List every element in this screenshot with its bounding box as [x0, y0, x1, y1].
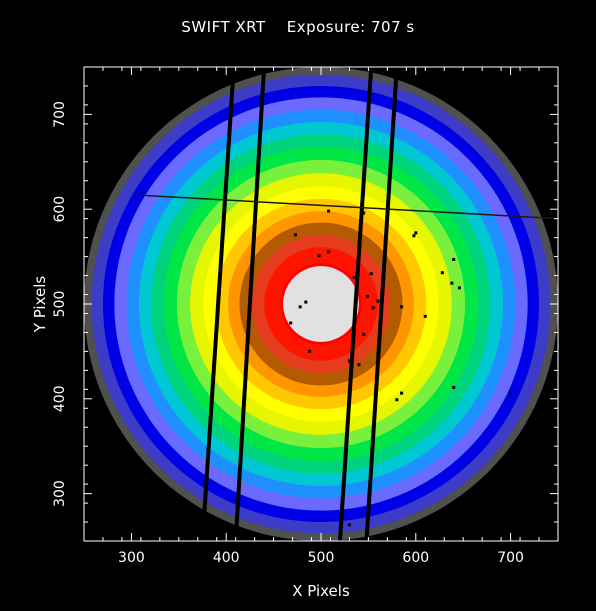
hot-pixel-1 [327, 209, 331, 213]
hot-pixel-9 [376, 299, 380, 303]
hot-pixel-21 [400, 305, 404, 309]
hot-pixel-22 [423, 314, 427, 318]
axis-ticks: 300 400 500 600 700 300 400 500 600 700 [52, 66, 559, 566]
hot-pixel-3 [327, 250, 331, 254]
hot-pixel-4 [317, 254, 321, 258]
y-tick-label-400: 400 [52, 385, 68, 412]
x-tick-label-700: 700 [497, 550, 524, 566]
hot-pixel-17 [440, 271, 444, 275]
y-tick-label-300: 300 [52, 480, 68, 507]
hot-pixel-28 [414, 231, 418, 235]
hot-pixel-29 [509, 392, 513, 396]
bad-column-2 [337, 67, 374, 541]
y-tick-label-600: 600 [52, 196, 68, 223]
hot-pixel-24 [395, 398, 399, 402]
hot-pixel-12 [362, 332, 366, 336]
x-tick-label-300: 300 [118, 550, 145, 566]
hot-pixel-13 [357, 363, 361, 367]
exposure-label: Exposure: 707 s [286, 18, 415, 36]
hot-pixel-6 [369, 272, 373, 276]
hot-pixel-0 [293, 233, 297, 237]
hot-pixel-18 [452, 257, 456, 261]
hot-pixel-16 [412, 234, 416, 238]
bad-column-0 [200, 67, 236, 541]
instrument-label: SWIFT XRT [181, 18, 266, 36]
hot-pixel-20 [457, 286, 461, 290]
exposure-ring-17 [283, 266, 359, 342]
hot-pixel-10 [371, 306, 375, 310]
bad-column-1 [233, 67, 267, 541]
hot-pixel-23 [400, 391, 404, 395]
hot-pixel-26 [347, 359, 351, 363]
x-tick-label-500: 500 [308, 550, 335, 566]
x-tick-label-600: 600 [402, 550, 429, 566]
y-tick-label-700: 700 [52, 101, 68, 128]
hot-pixel-2 [362, 211, 366, 215]
hot-pixel-27 [347, 523, 351, 527]
hot-pixel-19 [450, 281, 454, 285]
hot-pixel-14 [289, 321, 293, 325]
hot-pixel-5 [352, 275, 356, 279]
hot-pixel-7 [304, 300, 308, 304]
y-tick-label-500: 500 [52, 291, 68, 318]
bad-column-3 [364, 67, 399, 541]
chart-title: SWIFT XRT Exposure: 707 s [0, 18, 596, 36]
x-tick-label-400: 400 [213, 550, 240, 566]
hot-pixel-25 [452, 385, 456, 389]
y-axis-label: Y Pixels [31, 276, 49, 334]
hot-pixel-8 [298, 305, 302, 309]
x-axis-label: X Pixels [292, 582, 350, 600]
image-plot-area [84, 67, 558, 541]
hot-pixel-11 [365, 294, 369, 298]
hot-pixel-15 [308, 349, 312, 353]
bad-row-line [136, 194, 558, 220]
